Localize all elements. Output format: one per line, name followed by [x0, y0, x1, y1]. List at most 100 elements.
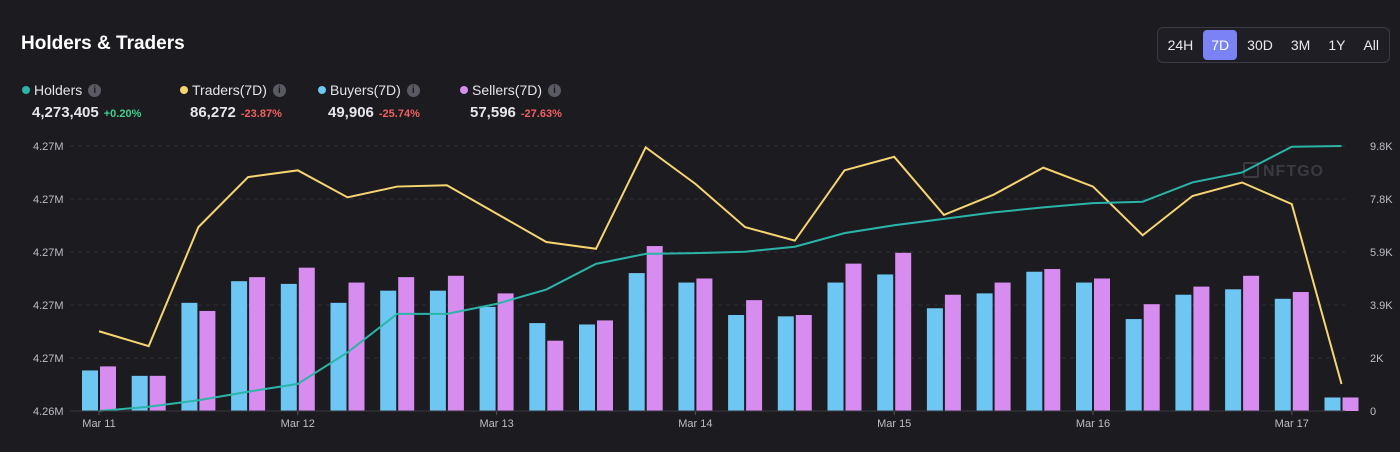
bar-sellers: [398, 277, 415, 411]
bar-buyers: [1026, 271, 1043, 411]
bar-buyers: [777, 316, 794, 411]
legend-value: 49,906: [328, 104, 374, 121]
bar-buyers: [579, 324, 595, 411]
timeframe-selector: 24H 7D 30D 3M 1Y All: [1156, 27, 1390, 63]
page-title: Holders & Traders: [21, 33, 185, 54]
bar-buyers: [231, 281, 248, 411]
bar-sellers: [994, 282, 1011, 411]
left-axis-tick-label: 4.27M: [33, 247, 64, 259]
legend-item-buyers-7d[interactable]: Buyers(7D) i 49,906 -25.74%: [318, 82, 460, 121]
legend-value: 86,272: [190, 104, 236, 121]
info-icon[interactable]: i: [88, 83, 102, 97]
bar-buyers: [1175, 294, 1192, 411]
bar-buyers: [1225, 289, 1242, 411]
left-axis-tick-label: 4.27M: [33, 194, 64, 206]
bar-buyers: [1076, 282, 1092, 411]
x-axis-tick-label: Mar 16: [1076, 418, 1110, 430]
bar-buyers: [827, 282, 844, 411]
legend-item-sellers-7d[interactable]: Sellers(7D) i 57,596 -27.63%: [460, 82, 610, 121]
bar-sellers: [1193, 286, 1210, 411]
bar-sellers: [348, 282, 365, 411]
bar-sellers: [1044, 269, 1061, 411]
bar-sellers: [696, 278, 713, 411]
bar-buyers: [1274, 298, 1291, 411]
bar-buyers: [1125, 319, 1142, 411]
timeframe-3m-button[interactable]: 3M: [1290, 37, 1311, 53]
legend-change: +0.20%: [103, 108, 142, 120]
right-axis-tick-label: 0: [1370, 406, 1376, 418]
bar-buyers: [429, 290, 446, 411]
x-axis-tick-label: Mar 11: [82, 418, 115, 430]
bar-sellers: [547, 340, 564, 411]
bar-sellers: [795, 315, 812, 411]
right-axis-tick-label: 9.8K: [1370, 141, 1393, 153]
timeframe-1y-button[interactable]: 1Y: [1328, 37, 1346, 53]
timeframe-30d-button[interactable]: 30D: [1247, 37, 1273, 53]
left-axis-tick-label: 4.27M: [33, 141, 64, 153]
bar-sellers: [1243, 275, 1260, 411]
bar-buyers: [628, 273, 645, 411]
bar-buyers: [479, 306, 496, 411]
legend-series-name: Sellers(7D): [472, 82, 543, 98]
x-axis-tick-label: Mar 15: [877, 418, 911, 430]
watermark-logo: NFTGO: [1243, 162, 1324, 181]
legend-color-dot: [180, 86, 188, 94]
left-axis-tick-label: 4.27M: [33, 300, 64, 312]
bar-sellers: [298, 267, 315, 411]
bar-sellers: [497, 293, 514, 411]
bar-buyers: [82, 370, 98, 411]
timeframe-all-button[interactable]: All: [1363, 37, 1379, 53]
bar-sellers: [1342, 397, 1359, 411]
left-axis-tick-label: 4.27M: [33, 353, 64, 365]
bar-buyers: [976, 293, 993, 411]
info-icon[interactable]: i: [548, 83, 562, 97]
watermark-text: NFTGO: [1263, 163, 1324, 180]
right-axis-tick-label: 5.9K: [1370, 247, 1393, 259]
bar-buyers: [131, 375, 148, 411]
timeframe-24h-button[interactable]: 24H: [1167, 37, 1194, 53]
bar-buyers: [728, 315, 745, 411]
legend-series-name: Traders(7D): [192, 82, 267, 98]
bar-buyers: [877, 274, 894, 411]
bar-sellers: [1143, 304, 1160, 411]
bar-buyers: [380, 290, 397, 411]
legend-value: 4,273,405: [32, 104, 99, 121]
legend-change: -27.63%: [520, 108, 562, 120]
legend-item-holders[interactable]: Holders i 4,273,405 +0.20%: [22, 82, 180, 121]
bar-buyers: [280, 283, 297, 411]
legend-color-dot: [318, 86, 326, 94]
legend-change: -23.87%: [240, 108, 282, 120]
right-axis-tick-label: 7.8K: [1370, 194, 1393, 206]
right-axis-tick-label: 2K: [1370, 353, 1384, 365]
legend-series-name: Buyers(7D): [330, 82, 401, 98]
bar-buyers: [529, 323, 546, 411]
holders-line: [98, 145, 1342, 412]
right-axis-tick-label: 3.9K: [1370, 300, 1393, 312]
bar-sellers: [149, 375, 166, 411]
nftgo-logo-icon: [1243, 162, 1259, 178]
bar-sellers: [199, 310, 216, 411]
bar-sellers: [845, 263, 862, 411]
legend-change: -25.74%: [378, 108, 420, 120]
bar-sellers: [100, 366, 116, 411]
legend-value: 57,596: [470, 104, 516, 121]
bar-sellers: [1292, 292, 1309, 411]
bar-sellers: [597, 320, 613, 411]
bar-sellers: [746, 300, 763, 411]
x-axis-tick-label: Mar 13: [479, 418, 513, 430]
legend-color-dot: [22, 86, 30, 94]
info-icon[interactable]: i: [406, 83, 420, 97]
legend-item-traders-7d[interactable]: Traders(7D) i 86,272 -23.87%: [180, 82, 318, 121]
info-icon[interactable]: i: [272, 83, 286, 97]
left-axis-tick-label: 4.26M: [33, 406, 64, 418]
bar-sellers: [895, 252, 912, 411]
bar-buyers: [1324, 397, 1341, 411]
legend-color-dot: [460, 86, 468, 94]
bar-buyers: [678, 282, 695, 411]
bar-sellers: [944, 294, 961, 411]
x-axis-tick-label: Mar 17: [1275, 418, 1309, 430]
bar-buyers: [181, 302, 198, 411]
chart-legend: Holders i 4,273,405 +0.20% Traders(7D) i 86,27…: [22, 82, 610, 121]
timeframe-7d-button[interactable]: 7D: [1203, 30, 1238, 60]
